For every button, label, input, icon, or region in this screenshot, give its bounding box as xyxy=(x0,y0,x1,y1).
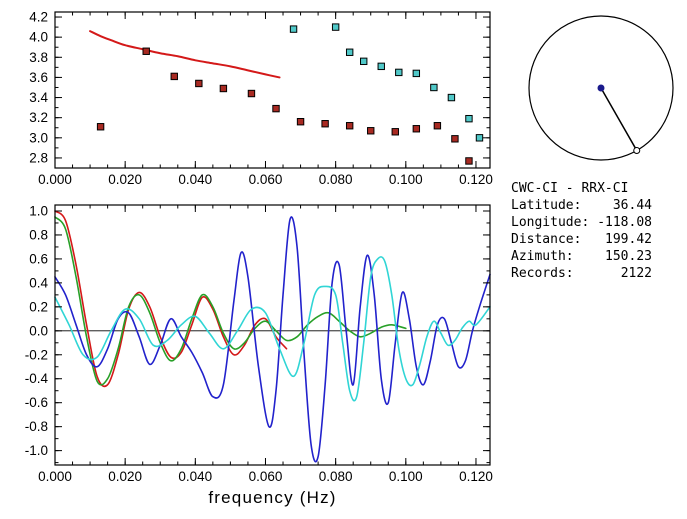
data-square xyxy=(247,89,256,98)
y-tick-label: -1.0 xyxy=(25,443,48,458)
x-tick-label: 0.080 xyxy=(319,469,353,484)
series-blue-waveform xyxy=(54,216,491,463)
x-tick-label: 0.120 xyxy=(459,172,493,187)
station-pair-label: CWC-CI - RRX-CI xyxy=(511,181,629,196)
y-tick-label: -0.8 xyxy=(25,419,48,434)
waveforms-ticks xyxy=(54,205,490,465)
x-tick-label: 0.060 xyxy=(249,469,283,484)
dispersion-tick-labels: 0.000 0.020 0.040 0.060 0.080 0.100 0.120 2.8 3.… xyxy=(29,10,493,187)
data-square xyxy=(272,104,280,113)
series-cyan-waveform xyxy=(54,256,491,402)
y-tick-label: 3.2 xyxy=(29,110,48,125)
latitude-value: 36.44 xyxy=(612,198,652,213)
dispersion-plot: 0.000 0.020 0.040 0.060 0.080 0.100 0.120 2.8 3.… xyxy=(29,10,493,187)
data-square xyxy=(296,118,305,126)
y-tick-label: 0.8 xyxy=(29,227,48,242)
y-tick-label: 0.4 xyxy=(29,275,48,290)
series-acausal-dispersion-squares xyxy=(289,23,484,142)
data-square xyxy=(96,123,105,131)
data-square xyxy=(170,72,178,81)
series-green-waveform xyxy=(54,216,407,386)
dispersion-frame xyxy=(54,11,491,169)
x-axis-label: frequency (Hz) xyxy=(208,488,336,507)
info-row-distance: Distance: 199.42 xyxy=(511,231,652,248)
data-square xyxy=(412,125,421,133)
y-tick-label: -0.2 xyxy=(25,347,48,362)
x-tick-label: 0.000 xyxy=(38,469,72,484)
info-row-longitude: Longitude: -118.08 xyxy=(511,214,652,231)
y-tick-label: 2.8 xyxy=(29,150,48,165)
data-square xyxy=(451,135,459,143)
data-square xyxy=(433,122,442,130)
longitude-label: Longitude: xyxy=(511,215,590,230)
y-tick-label: 0.6 xyxy=(29,251,48,266)
y-tick-label: 0.2 xyxy=(29,299,48,314)
x-tick-label: 0.100 xyxy=(389,469,423,484)
x-tick-label: 0.040 xyxy=(178,469,212,484)
x-tick-label: 0.020 xyxy=(108,469,142,484)
info-row-records: Records: 2122 xyxy=(511,265,652,282)
x-tick-label: 0.100 xyxy=(389,172,423,187)
x-tick-label: 0.060 xyxy=(249,172,283,187)
latitude-label: Latitude: xyxy=(511,198,582,213)
data-square xyxy=(142,47,150,55)
x-tick-label: 0.040 xyxy=(178,172,212,187)
data-square xyxy=(430,83,438,92)
data-square xyxy=(465,114,473,123)
data-square xyxy=(475,134,484,142)
distance-label: Distance: xyxy=(511,232,582,247)
records-label: Records: xyxy=(511,266,574,281)
azimuth-label: Azimuth: xyxy=(511,249,574,264)
y-tick-label: -0.6 xyxy=(25,395,48,410)
longitude-value: -118.08 xyxy=(597,215,652,230)
distance-value: 199.42 xyxy=(605,232,652,247)
series-reference-curve xyxy=(89,30,281,79)
data-square xyxy=(321,120,329,128)
data-square xyxy=(331,23,340,31)
data-square xyxy=(412,69,421,78)
x-tick-label: 0.080 xyxy=(319,172,353,187)
x-tick-label: 0.020 xyxy=(108,172,142,187)
data-square xyxy=(345,122,354,130)
y-tick-label: 3.8 xyxy=(29,50,48,65)
y-tick-label: -0.4 xyxy=(25,371,49,386)
y-tick-label: 1.0 xyxy=(29,203,48,218)
dispersion-ticks xyxy=(54,12,490,169)
y-tick-label: 3.0 xyxy=(29,130,48,145)
y-tick-label: 3.4 xyxy=(29,90,48,105)
series-causal-dispersion-squares xyxy=(96,47,473,165)
y-tick-label: 3.6 xyxy=(29,70,48,85)
waveforms-tick-labels: 0.000 0.020 0.040 0.060 0.080 0.100 0.120 1.0 0.… xyxy=(25,203,493,507)
dial-center-dot xyxy=(597,84,605,92)
y-tick-label: 0.0 xyxy=(29,323,48,338)
data-square xyxy=(360,57,368,66)
data-square xyxy=(395,68,403,77)
station-info-panel: CWC-CI - RRX-CI Latitude: 36.44 Longitud… xyxy=(511,180,652,282)
data-square xyxy=(465,157,473,165)
data-square xyxy=(391,128,399,136)
dial-station-marker xyxy=(633,147,641,154)
waveforms-frame xyxy=(54,204,491,466)
azimuth-value: 150.23 xyxy=(605,249,652,264)
azimuth-dial xyxy=(528,15,674,161)
x-tick-label: 0.000 xyxy=(38,172,72,187)
y-tick-label: 4.2 xyxy=(29,10,48,25)
data-square xyxy=(345,48,354,56)
data-square xyxy=(367,127,375,135)
data-square xyxy=(219,84,228,93)
waveforms-plot: 0.000 0.020 0.040 0.060 0.080 0.100 0.120 1.0 0.… xyxy=(25,203,493,507)
dial-circle xyxy=(528,15,674,161)
info-row-azimuth: Azimuth: 150.23 xyxy=(511,248,652,265)
y-tick-label: 4.0 xyxy=(29,30,48,45)
records-value: 2122 xyxy=(620,266,652,281)
data-square xyxy=(195,79,203,88)
data-square xyxy=(447,93,456,102)
x-tick-label: 0.120 xyxy=(459,469,493,484)
data-square xyxy=(377,62,385,71)
info-row-latitude: Latitude: 36.44 xyxy=(511,197,652,214)
dial-azimuth-line xyxy=(600,87,638,151)
data-square xyxy=(289,25,298,33)
